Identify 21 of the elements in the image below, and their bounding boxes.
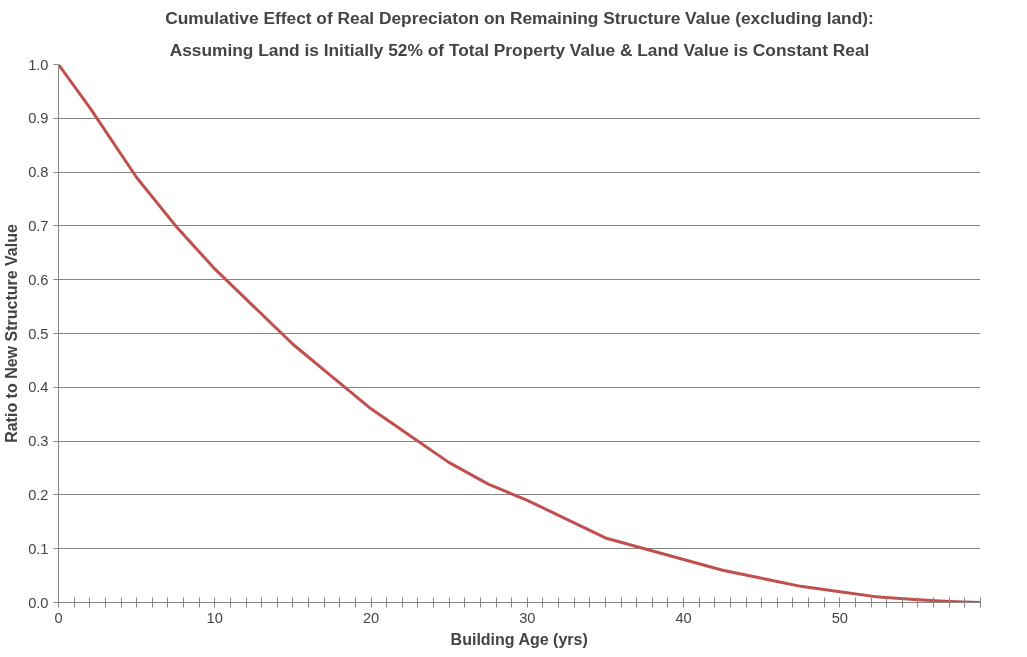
- y-tick-label: 0.7: [28, 217, 49, 234]
- y-tick-label: 1.0: [28, 56, 49, 73]
- y-axis-title: Ratio to New Structure Value: [3, 224, 21, 443]
- x-tick-label: 40: [675, 609, 692, 626]
- x-tick-label: 10: [206, 609, 223, 626]
- x-tick-label: 30: [519, 609, 536, 626]
- chart-subtitle: Assuming Land is Initially 52% of Total Property Value & Land Value is Constant Real: [169, 39, 870, 60]
- x-axis-title: Building Age (yrs): [450, 630, 588, 648]
- x-tick-label: 20: [362, 609, 380, 626]
- y-tick-label: 0.1: [28, 540, 49, 557]
- y-tick-label: 0.9: [28, 110, 49, 127]
- y-tick-label: 0.5: [28, 325, 49, 342]
- x-tick-label: 0: [54, 609, 63, 626]
- chart-title: Cumulative Effect of Real Depreciaton on Remaining Structure Value (excluding land):: [165, 7, 874, 28]
- y-tick-label: 0.4: [28, 379, 49, 396]
- y-tick-label: 0.2: [28, 486, 49, 503]
- y-tick-label: 0.3: [28, 433, 49, 450]
- y-tick-label: 0.8: [28, 164, 49, 181]
- y-tick-label: 0.6: [28, 271, 49, 288]
- y-tick-label: 0.0: [28, 594, 49, 611]
- x-tick-label: 50: [831, 609, 849, 626]
